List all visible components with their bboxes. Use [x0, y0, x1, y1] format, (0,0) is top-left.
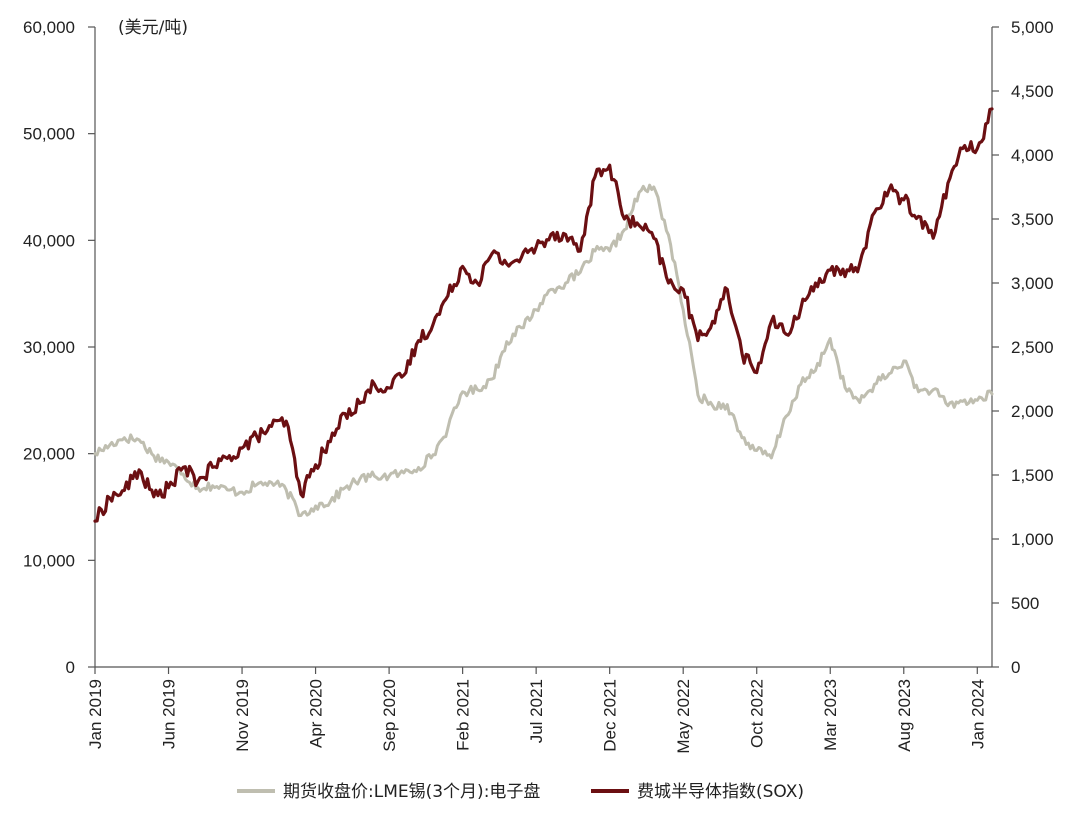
y-right-tick-label: 500 [1011, 594, 1039, 613]
y-right-tick-label: 1,500 [1011, 466, 1054, 485]
legend: 期货收盘价:LME锡(3个月):电子盘 费城半导体指数(SOX) [237, 782, 804, 802]
x-tick-label: Jan 2019 [86, 679, 105, 749]
x-tick-label: Aug 2023 [895, 679, 914, 752]
x-tick-label: Apr 2020 [307, 679, 326, 748]
y-unit-label: (美元/吨) [118, 18, 188, 38]
x-tick-label: Oct 2022 [748, 679, 767, 748]
y-left-tick-label: 10,000 [23, 551, 75, 570]
y-right-tick-label: 4,500 [1011, 82, 1054, 101]
x-tick-label: Nov 2019 [233, 679, 252, 752]
y-right-tick-label: 1,000 [1011, 530, 1054, 549]
legend-item-lme-tin: 期货收盘价:LME锡(3个月):电子盘 [237, 782, 540, 802]
y-left-tick-label: 0 [66, 658, 75, 677]
x-tick-label: Jul 2021 [527, 679, 546, 743]
axes-layer: 0 10,000 20,000 30,000 40,000 50,000 60,000 0 50… [23, 18, 1054, 754]
x-tick-label: Sep 2020 [380, 679, 399, 752]
x-tick-label: May 2022 [674, 679, 693, 754]
y-right-tick-label: 4,000 [1011, 146, 1054, 165]
y-right-tick-label: 2,000 [1011, 402, 1054, 421]
y-right-tick-label: 3,000 [1011, 274, 1054, 293]
x-tick-label: Jan 2024 [968, 679, 987, 749]
series-line-sox [93, 107, 994, 523]
y-right-tick-label: 2,500 [1011, 338, 1054, 357]
y-right-tick-label: 5,000 [1011, 18, 1054, 37]
series-layer [93, 107, 994, 523]
y-left-tick-label: 60,000 [23, 18, 75, 37]
series-line-lme-tin [93, 183, 994, 518]
x-tick-label: Dec 2021 [601, 679, 620, 752]
x-tick-label: Jun 2019 [160, 679, 179, 749]
legend-label: 期货收盘价:LME锡(3个月):电子盘 [283, 782, 540, 802]
y-right-tick-label: 0 [1011, 658, 1020, 677]
x-tick-label: Feb 2021 [454, 679, 473, 751]
legend-item-sox: 费城半导体指数(SOX) [591, 782, 804, 802]
y-left-tick-label: 20,000 [23, 445, 75, 464]
y-left-tick-label: 30,000 [23, 338, 75, 357]
y-right-tick-label: 3,500 [1011, 210, 1054, 229]
y-left-tick-label: 50,000 [23, 125, 75, 144]
x-tick-label: Mar 2023 [821, 679, 840, 751]
legend-label: 费城半导体指数(SOX) [637, 782, 804, 802]
y-left-tick-label: 40,000 [23, 231, 75, 250]
